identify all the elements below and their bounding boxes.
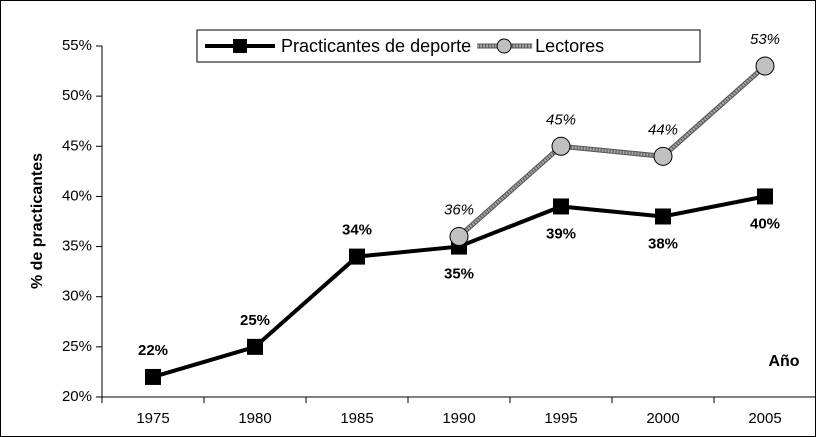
- data-label: 44%: [648, 121, 678, 138]
- point: [349, 248, 365, 265]
- legend-marker: [496, 38, 512, 54]
- x-tick-label: 2000: [646, 410, 679, 427]
- legend-label: Practicantes de deporte: [281, 36, 471, 56]
- data-label: 36%: [444, 202, 474, 219]
- data-label: 35%: [444, 266, 474, 283]
- point: [145, 368, 161, 385]
- y-tick-label: 30%: [62, 288, 92, 305]
- legend-box: [196, 29, 701, 63]
- point: [247, 338, 263, 355]
- data-label: 22%: [138, 342, 168, 359]
- point: [449, 227, 469, 247]
- x-tick-label: 1975: [136, 410, 169, 427]
- x-tick-label: 1985: [340, 410, 373, 427]
- x-tick-label: 2005: [748, 410, 781, 427]
- point: [655, 208, 671, 225]
- y-tick-label: 25%: [62, 338, 92, 355]
- data-label: 53%: [750, 31, 780, 48]
- legend-marker: [233, 39, 247, 53]
- point: [551, 136, 571, 156]
- y-tick-label: 35%: [62, 238, 92, 255]
- x-tick-label: 1995: [544, 410, 577, 427]
- point: [653, 146, 673, 166]
- y-tick-label: 45%: [62, 137, 92, 154]
- point: [553, 198, 569, 215]
- point: [757, 188, 773, 205]
- legend-label: Lectores: [535, 36, 604, 56]
- x-tick-label: 1990: [442, 410, 475, 427]
- data-label: 25%: [240, 312, 270, 329]
- y-tick-label: 55%: [62, 37, 92, 54]
- data-label: 34%: [342, 222, 372, 239]
- data-label: 40%: [750, 215, 780, 232]
- point: [755, 56, 775, 76]
- data-label: 39%: [546, 225, 576, 242]
- y-tick-label: 40%: [62, 187, 92, 204]
- data-label: 45%: [546, 111, 576, 128]
- y-tick-label: 50%: [62, 87, 92, 104]
- x-tick-label: 1980: [238, 410, 271, 427]
- data-label: 38%: [648, 235, 678, 252]
- y-axis-label: % de practicantes: [29, 153, 46, 289]
- annotation: Año: [768, 353, 799, 370]
- series-line: [458, 64, 766, 238]
- y-tick-label: 20%: [62, 388, 92, 405]
